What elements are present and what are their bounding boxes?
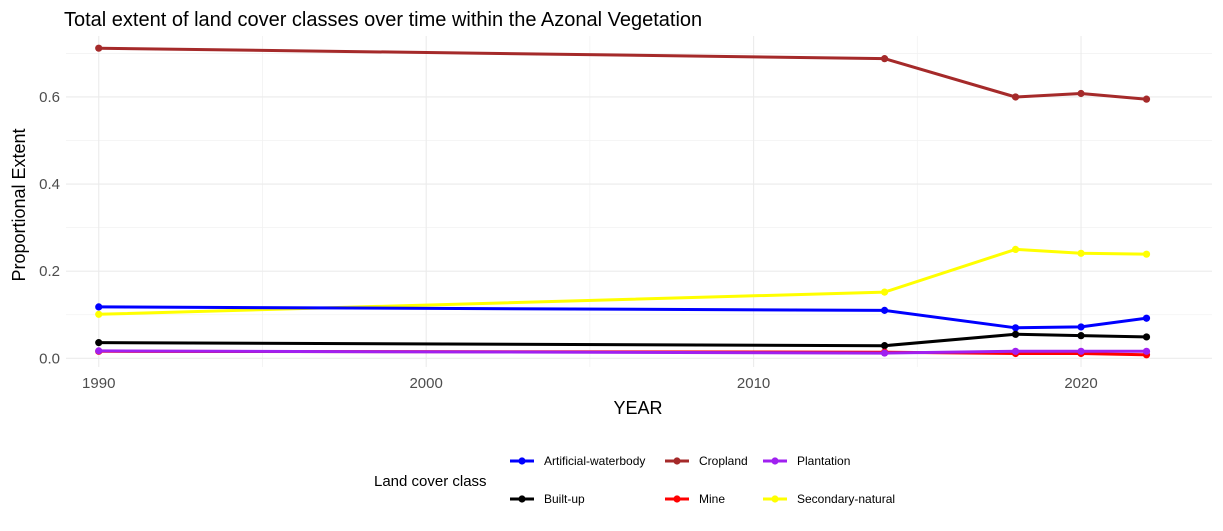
- series-built-up: [95, 330, 1151, 350]
- legend-item-secondary-natural: Secondary-natural: [763, 492, 895, 506]
- legend-label: Cropland: [699, 454, 748, 468]
- gridlines: [66, 36, 1212, 367]
- data-point-secondary-natural: [880, 288, 889, 296]
- legend-key-point: [771, 457, 779, 465]
- legend-key-point: [673, 495, 681, 503]
- data-point-artificial-waterbody: [1142, 314, 1151, 322]
- series-secondary-natural: [95, 245, 1151, 318]
- data-point-plantation: [95, 347, 103, 355]
- legend-key-point: [673, 457, 681, 465]
- data-point-cropland: [95, 44, 103, 52]
- data-point-secondary-natural: [1011, 245, 1020, 254]
- data-point-artificial-waterbody: [1077, 323, 1085, 331]
- series-line-plantation: [98, 349, 1147, 355]
- data-point-artificial-waterbody: [95, 303, 103, 311]
- legend-label: Mine: [699, 492, 725, 506]
- y-axis-title: Proportional Extent: [9, 128, 29, 281]
- series-lines: [95, 44, 1151, 359]
- data-point-secondary-natural: [1142, 250, 1151, 258]
- legend-label: Artificial-waterbody: [544, 454, 645, 468]
- legend-label: Built-up: [544, 492, 585, 506]
- data-point-cropland: [1011, 93, 1020, 101]
- series-line-secondary-natural: [98, 247, 1147, 316]
- data-point-cropland: [1077, 89, 1085, 98]
- data-point-artificial-waterbody: [1011, 324, 1020, 332]
- y-axis-ticks: 0.0 0.2 0.4 0.6: [39, 89, 60, 367]
- y-tick-label: 0.0: [39, 350, 60, 367]
- data-point-plantation: [1011, 347, 1020, 355]
- data-point-built-up: [1077, 332, 1085, 340]
- legend-item-mine: Mine: [665, 492, 725, 506]
- y-tick-label: 0.2: [39, 263, 60, 280]
- series-line-cropland: [98, 46, 1147, 101]
- x-tick-label: 2010: [737, 375, 770, 392]
- legend-item-artificial-waterbody: Artificial-waterbody: [510, 454, 645, 468]
- series-plantation: [95, 347, 1151, 357]
- data-point-plantation: [1142, 347, 1151, 355]
- data-point-built-up: [1142, 333, 1151, 341]
- legend-item-plantation: Plantation: [763, 454, 850, 468]
- series-artificial-waterbody: [95, 303, 1151, 332]
- legend-key-point: [771, 495, 779, 503]
- legend-item-built-up: Built-up: [510, 492, 585, 506]
- series-cropland: [95, 44, 1151, 103]
- data-point-secondary-natural: [1077, 249, 1085, 257]
- legend: Land cover class Artificial-waterbody Cro…: [374, 454, 895, 506]
- y-tick-label: 0.4: [39, 176, 60, 193]
- legend-label: Secondary-natural: [797, 492, 895, 506]
- data-point-plantation: [880, 349, 889, 357]
- x-axis-ticks: 1990 2000 2010 2020: [82, 375, 1098, 392]
- y-tick-label: 0.6: [39, 89, 60, 106]
- data-point-artificial-waterbody: [880, 306, 889, 314]
- legend-key-point: [518, 495, 526, 503]
- data-point-built-up: [1011, 330, 1020, 338]
- data-point-cropland: [880, 55, 889, 63]
- x-axis-title: YEAR: [613, 398, 662, 418]
- x-tick-label: 2020: [1064, 375, 1097, 392]
- data-point-built-up: [880, 342, 889, 350]
- data-point-secondary-natural: [95, 310, 103, 318]
- x-tick-label: 2000: [409, 375, 442, 392]
- data-point-cropland: [1142, 95, 1151, 103]
- legend-title: Land cover class: [374, 473, 487, 490]
- x-tick-label: 1990: [82, 375, 115, 392]
- data-point-plantation: [1077, 347, 1085, 355]
- data-point-built-up: [95, 339, 103, 347]
- chart-title: Total extent of land cover classes over …: [64, 9, 702, 31]
- legend-key-point: [518, 457, 526, 465]
- legend-item-cropland: Cropland: [665, 454, 748, 468]
- series-line-built-up: [98, 332, 1147, 348]
- legend-label: Plantation: [797, 454, 850, 468]
